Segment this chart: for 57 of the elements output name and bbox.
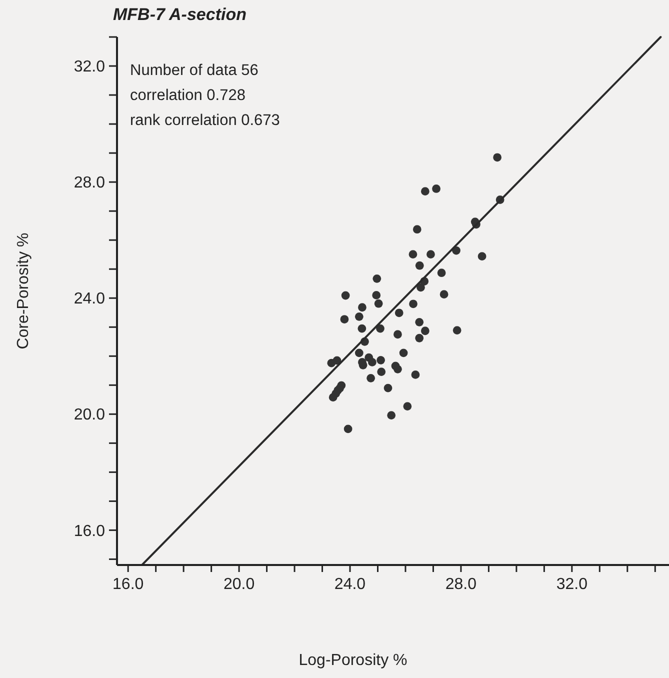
point (394, 330, 402, 339)
annotation: rank correlation 0.673 (130, 112, 280, 129)
point (354, 348, 364, 358)
point (409, 300, 418, 308)
x-axis-title: Log-Porosity % (298, 652, 408, 669)
point (416, 283, 425, 292)
point (387, 411, 396, 420)
point (332, 356, 342, 365)
point (368, 358, 376, 366)
point (432, 184, 440, 193)
point (415, 318, 424, 326)
x-tick-label: 28.0 (445, 576, 477, 593)
point (411, 370, 420, 379)
point (408, 250, 418, 258)
point (366, 374, 376, 382)
point (340, 315, 349, 324)
point (374, 299, 383, 308)
point (412, 225, 422, 234)
point (358, 324, 366, 333)
point (394, 364, 402, 374)
point (493, 153, 502, 162)
point (394, 308, 404, 318)
y-tick-label: 20.0 (74, 406, 106, 424)
point (452, 326, 462, 334)
point (358, 303, 366, 312)
point (420, 187, 430, 196)
point (426, 250, 435, 258)
y-tick-label: 32.0 (74, 58, 106, 76)
x-tick-label: 16.0 (112, 576, 144, 593)
point (420, 326, 430, 336)
point (415, 334, 424, 342)
point (344, 424, 352, 434)
point (376, 356, 385, 364)
point (372, 274, 382, 283)
y-tick-label: 24.0 (74, 290, 106, 308)
point (403, 402, 412, 411)
point (377, 368, 386, 376)
point (354, 312, 364, 321)
point (399, 348, 408, 358)
x-tick-label: 20.0 (223, 576, 255, 593)
point (478, 252, 486, 261)
chart-title: MFB-7 A-section (113, 5, 246, 24)
annotation: correlation 0.728 (130, 87, 246, 104)
point (328, 393, 338, 402)
annotation: Number of data 56 (130, 62, 258, 79)
point (415, 261, 424, 270)
point (437, 268, 446, 278)
x-tick-label: 24.0 (334, 576, 366, 593)
y-tick-label: 28.0 (74, 174, 106, 192)
point (341, 291, 350, 300)
x-tick-label: 32.0 (556, 576, 588, 593)
y-tick-label: 16.0 (74, 522, 106, 540)
point (384, 384, 392, 392)
point (440, 290, 448, 299)
point (376, 324, 384, 333)
y-axis-title: Core-Porosity % (15, 232, 32, 350)
point (372, 291, 381, 300)
